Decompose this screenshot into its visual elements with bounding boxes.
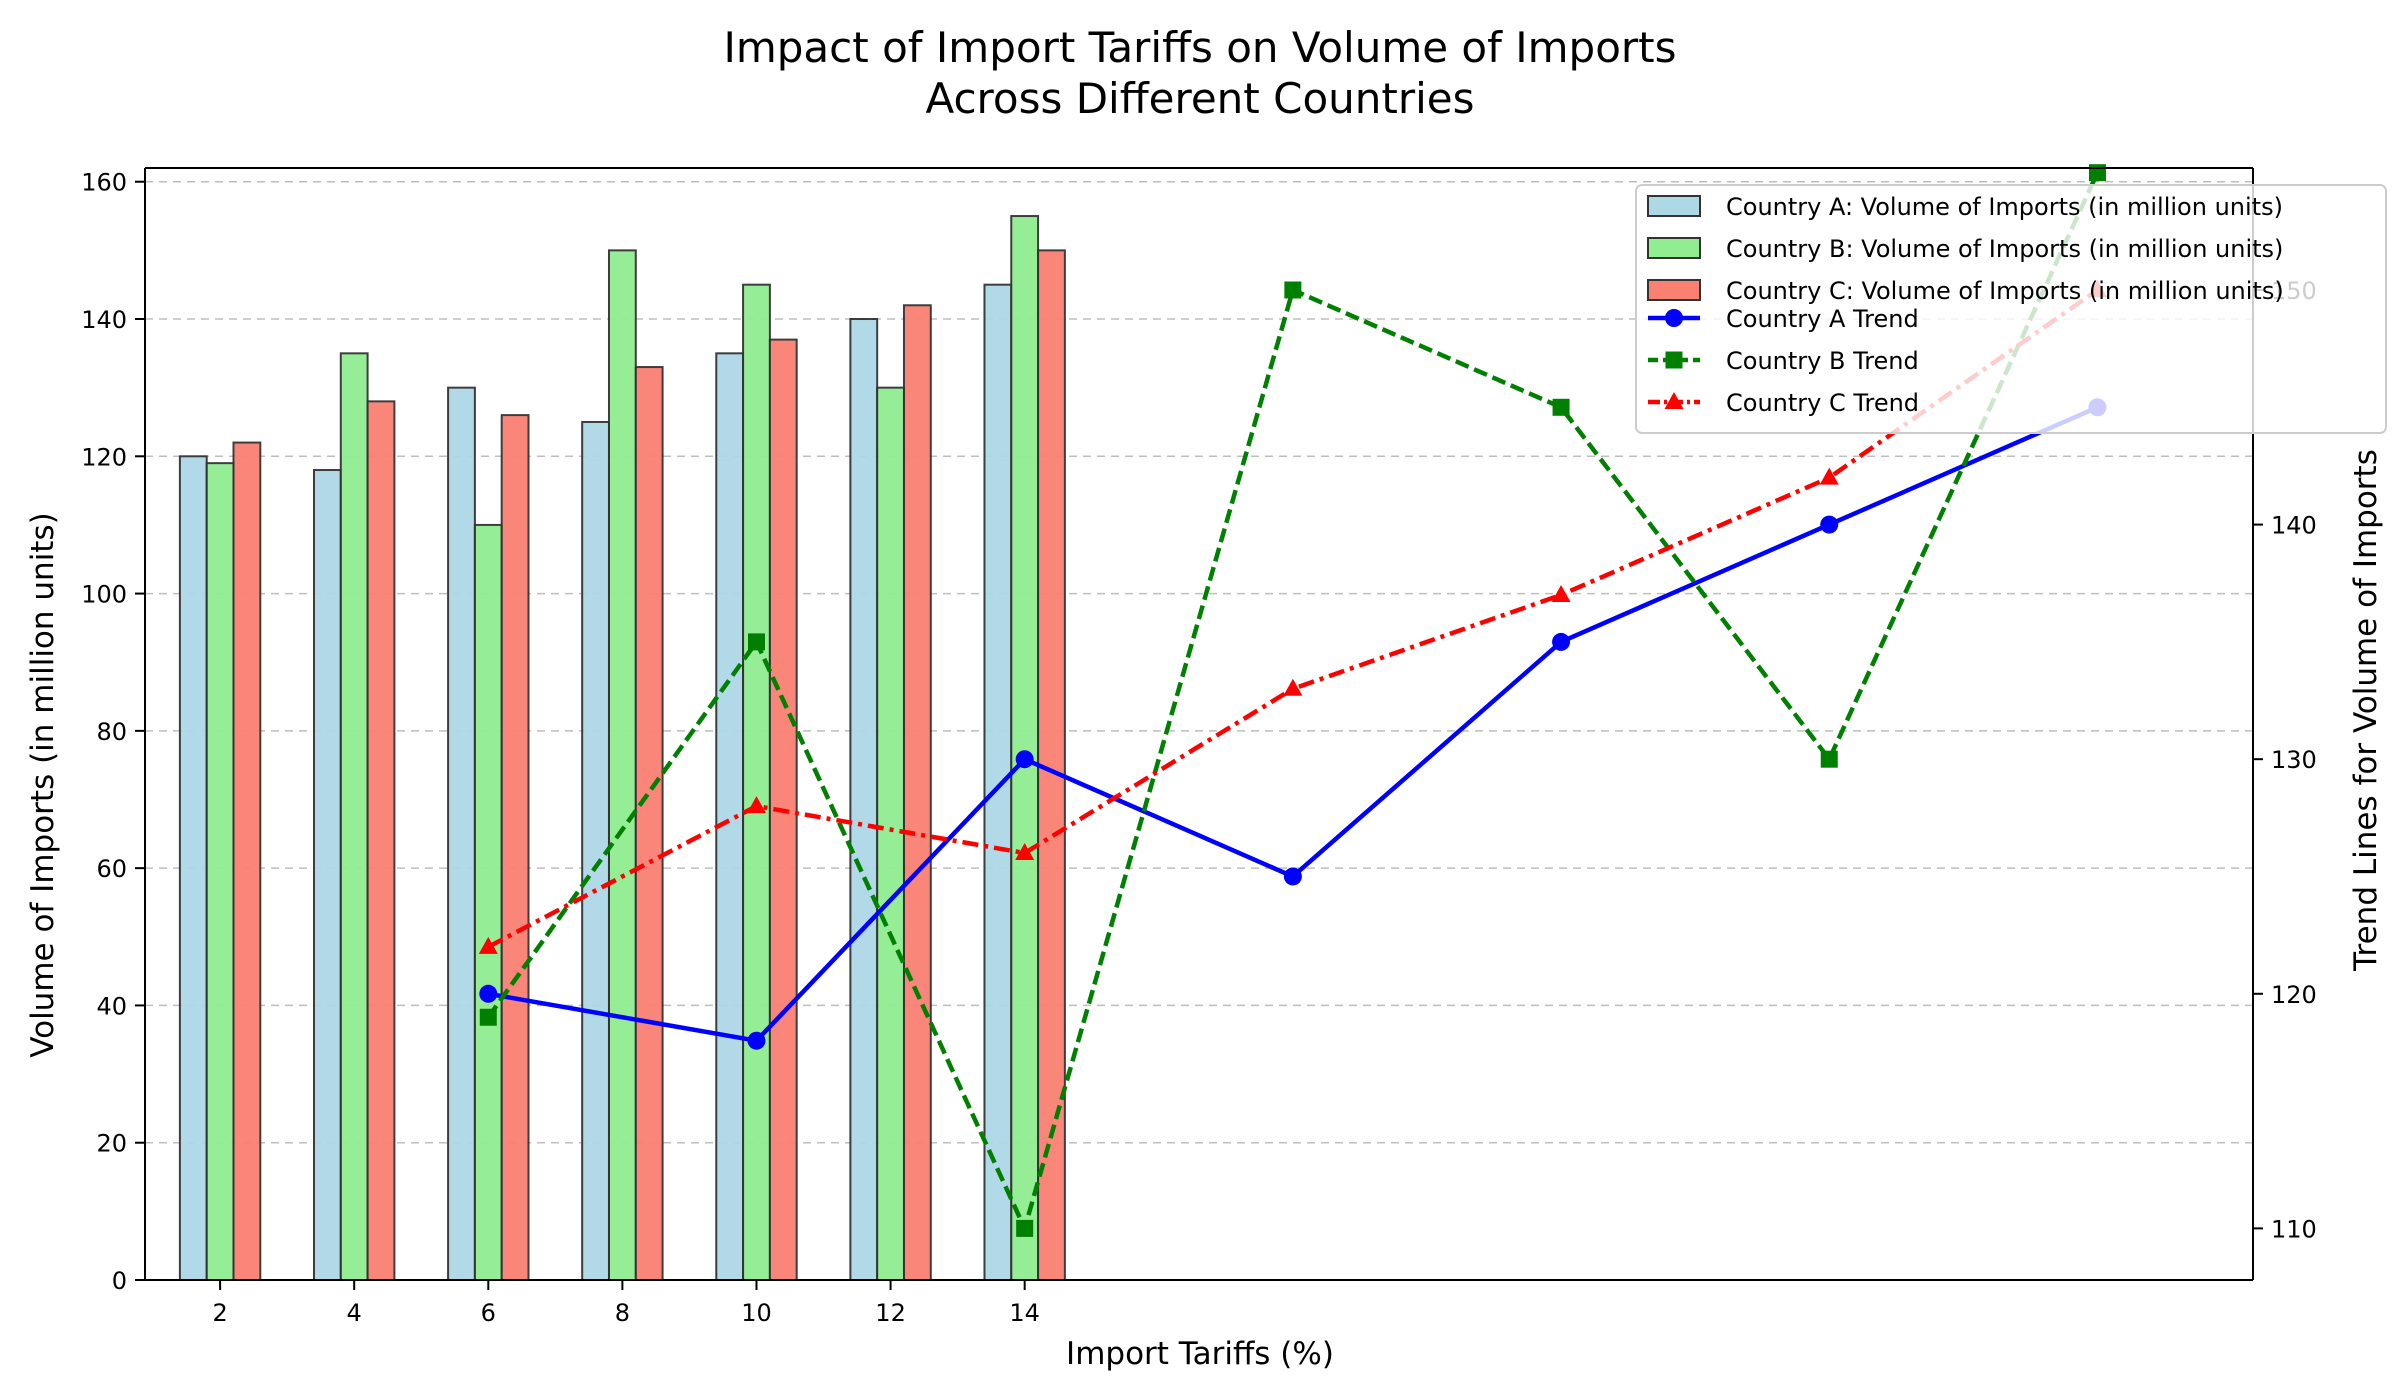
bar xyxy=(902,304,932,1281)
line-marker xyxy=(1551,584,1571,602)
line-marker xyxy=(1552,632,1571,651)
y-axis-label: Volume of Imports (in million units) xyxy=(25,512,61,1057)
bar xyxy=(366,400,396,1282)
x-axis-label: Import Tariffs (%) xyxy=(1066,1336,1334,1372)
bar xyxy=(312,469,342,1281)
y-tick-label: 120 xyxy=(81,443,127,471)
x-tick-label: 6 xyxy=(481,1299,496,1327)
bar xyxy=(178,455,208,1281)
legend-swatch xyxy=(1647,195,1701,217)
bar xyxy=(232,441,262,1282)
legend-label: Country B Trend xyxy=(1726,347,1919,375)
line-marker xyxy=(747,633,765,651)
line-marker xyxy=(478,936,498,954)
chart-title-line-1: Impact of Import Tariffs on Volume of Im… xyxy=(723,23,1676,72)
bar xyxy=(849,318,879,1282)
line-marker xyxy=(1665,351,1683,369)
x-tick-label: 2 xyxy=(212,1299,227,1327)
y-tick-label: 140 xyxy=(81,306,127,334)
bars-layer xyxy=(178,215,1066,1282)
line-marker xyxy=(1283,867,1302,886)
y2-tick-label: 140 xyxy=(2271,512,2317,540)
bar xyxy=(205,462,235,1281)
bar xyxy=(473,523,503,1281)
x-tick-label: 10 xyxy=(741,1299,772,1327)
y-tick-label: 20 xyxy=(96,1130,127,1158)
legend-box xyxy=(1635,184,2387,434)
bar xyxy=(876,386,905,1282)
labels-layer: Impact of Import Tariffs on Volume of Im… xyxy=(25,23,2384,1372)
trend-lines-layer xyxy=(478,164,2107,1237)
legend-label: Country A: Volume of Imports (in million… xyxy=(1726,193,2283,221)
y-tick-label: 160 xyxy=(81,169,127,197)
y-tick-label: 40 xyxy=(96,992,127,1020)
line-marker xyxy=(1820,750,1838,768)
bar xyxy=(1010,215,1040,1281)
bar xyxy=(500,414,530,1282)
line-marker xyxy=(479,1008,497,1026)
y-tick-label: 60 xyxy=(96,855,127,883)
legend-label: Country B: Volume of Imports (in million… xyxy=(1726,235,2283,263)
legend-label: Country C Trend xyxy=(1726,389,1919,417)
line-marker xyxy=(746,796,766,814)
line-marker xyxy=(747,1031,766,1050)
legend-label: Country C: Volume of Imports (in million… xyxy=(1726,277,2284,305)
y2-axis-label: Trend Lines for Volume of Imports xyxy=(2348,449,2384,972)
line-marker xyxy=(479,984,498,1003)
x-tick-label: 14 xyxy=(1009,1299,1040,1327)
line-marker xyxy=(1664,392,1684,409)
line-marker xyxy=(1820,515,1839,534)
line-marker xyxy=(1819,467,1839,485)
legend: Country A: Volume of Imports (in million… xyxy=(1635,184,2387,434)
bar xyxy=(983,283,1013,1281)
line-marker xyxy=(1016,1219,1034,1237)
bar xyxy=(607,249,637,1282)
y-tick-label: 100 xyxy=(81,581,127,609)
bar xyxy=(715,352,745,1282)
legend-label: Country A Trend xyxy=(1726,305,1919,333)
line-marker xyxy=(1283,678,1303,696)
y-tick-label: 0 xyxy=(112,1267,127,1295)
line-marker xyxy=(1284,281,1302,299)
legend-swatch xyxy=(1647,237,1701,259)
line-marker xyxy=(1665,309,1683,327)
chart-title-line-2: Across Different Countries xyxy=(925,74,1474,123)
bar xyxy=(447,386,476,1282)
line-marker xyxy=(1015,843,1035,861)
bar xyxy=(742,283,771,1281)
y2-tick-label: 130 xyxy=(2271,746,2317,774)
line-marker xyxy=(1552,398,1570,416)
bar xyxy=(634,366,664,1282)
line-marker xyxy=(1015,750,1034,769)
x-tick-label: 4 xyxy=(347,1299,362,1327)
x-tick-label: 12 xyxy=(875,1299,906,1327)
y-tick-label: 80 xyxy=(96,718,127,746)
y2-tick-label: 110 xyxy=(2271,1215,2317,1243)
y2-tick-label: 120 xyxy=(2271,981,2317,1009)
legend-swatch xyxy=(1647,279,1701,301)
line-marker xyxy=(2088,164,2106,182)
x-tick-label: 8 xyxy=(615,1299,630,1327)
bar xyxy=(339,352,369,1282)
